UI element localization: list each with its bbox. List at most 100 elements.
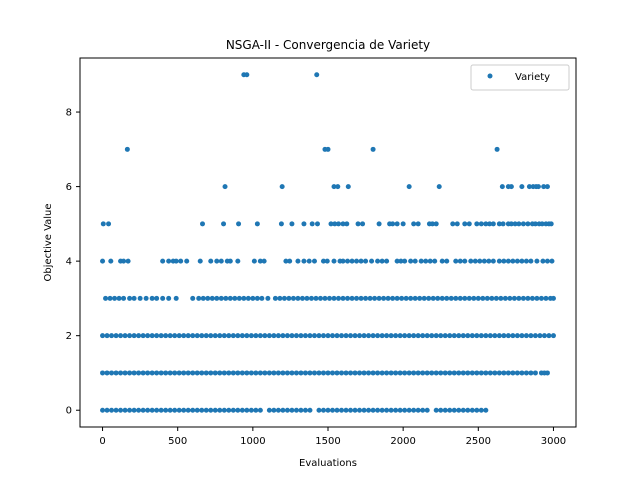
data-point: [112, 295, 118, 301]
data-point: [457, 295, 463, 301]
data-point: [402, 258, 408, 264]
data-point: [343, 333, 349, 339]
data-point: [236, 295, 242, 301]
x-axis: 0 500 1000 1500 2000 2500 3000: [99, 427, 566, 447]
data-point: [184, 258, 190, 264]
data-point: [512, 221, 518, 227]
data-point: [379, 258, 385, 264]
data-point: [299, 295, 305, 301]
data-point: [478, 370, 484, 376]
data-point: [200, 295, 206, 301]
data-point: [149, 333, 155, 339]
data-point: [483, 407, 489, 413]
data-point: [158, 333, 164, 339]
data-point: [348, 370, 354, 376]
data-point: [415, 333, 421, 339]
data-point: [340, 221, 346, 227]
data-point: [456, 407, 462, 413]
data-point: [158, 407, 164, 413]
data-point: [460, 370, 466, 376]
data-point: [549, 258, 555, 264]
data-point: [550, 333, 556, 339]
data-point: [214, 258, 220, 264]
data-point: [113, 370, 119, 376]
data-point: [384, 407, 390, 413]
data-point: [325, 407, 331, 413]
data-point: [107, 295, 113, 301]
data-point: [143, 295, 149, 301]
data-point: [343, 370, 349, 376]
data-point: [218, 258, 224, 264]
data-point: [492, 370, 498, 376]
data-point: [214, 295, 220, 301]
data-point: [301, 258, 307, 264]
data-point: [534, 258, 540, 264]
data-point: [199, 407, 205, 413]
data-point: [393, 333, 399, 339]
data-point: [444, 258, 450, 264]
data-point: [474, 407, 480, 413]
data-point: [118, 407, 124, 413]
data-point: [253, 333, 259, 339]
data-point: [544, 184, 550, 190]
data-point: [257, 258, 263, 264]
data-point: [295, 258, 301, 264]
data-point: [308, 295, 314, 301]
data-point: [363, 258, 369, 264]
data-point: [406, 370, 412, 376]
data-point: [415, 407, 421, 413]
data-point: [208, 370, 214, 376]
data-point: [290, 295, 296, 301]
data-point: [411, 407, 417, 413]
data-point: [108, 258, 114, 264]
data-point: [302, 333, 308, 339]
data-point: [520, 295, 526, 301]
data-point: [496, 370, 502, 376]
data-point: [266, 407, 272, 413]
data-point: [447, 370, 453, 376]
data-point: [361, 407, 367, 413]
data-point: [505, 333, 511, 339]
data-point: [286, 295, 292, 301]
data-point: [366, 333, 372, 339]
data-point: [483, 221, 489, 227]
data-point: [412, 295, 418, 301]
data-point: [472, 258, 478, 264]
data-point: [145, 333, 151, 339]
data-point: [257, 333, 263, 339]
data-point: [462, 295, 468, 301]
data-point: [259, 295, 265, 301]
data-point: [358, 258, 364, 264]
data-point: [304, 295, 310, 301]
data-point: [421, 295, 427, 301]
data-point: [456, 333, 462, 339]
data-point: [477, 258, 483, 264]
data-point: [393, 370, 399, 376]
data-point: [516, 221, 522, 227]
data-point: [406, 184, 412, 190]
data-point: [314, 221, 320, 227]
data-point: [360, 221, 366, 227]
data-point: [212, 407, 218, 413]
data-point: [435, 295, 441, 301]
data-point: [118, 333, 124, 339]
data-point: [160, 258, 166, 264]
data-point: [496, 333, 502, 339]
data-point: [277, 295, 283, 301]
data-point: [145, 407, 151, 413]
data-point: [309, 221, 315, 227]
data-point: [510, 258, 516, 264]
data-point: [306, 258, 312, 264]
data-point: [498, 295, 504, 301]
data-point: [166, 258, 172, 264]
data-point: [145, 370, 151, 376]
data-point: [486, 258, 492, 264]
data-point: [466, 295, 472, 301]
data-point: [438, 407, 444, 413]
data-point: [199, 333, 205, 339]
data-point: [399, 295, 405, 301]
data-point: [149, 295, 155, 301]
data-point: [257, 407, 263, 413]
data-point: [525, 221, 531, 227]
data-point: [287, 258, 293, 264]
